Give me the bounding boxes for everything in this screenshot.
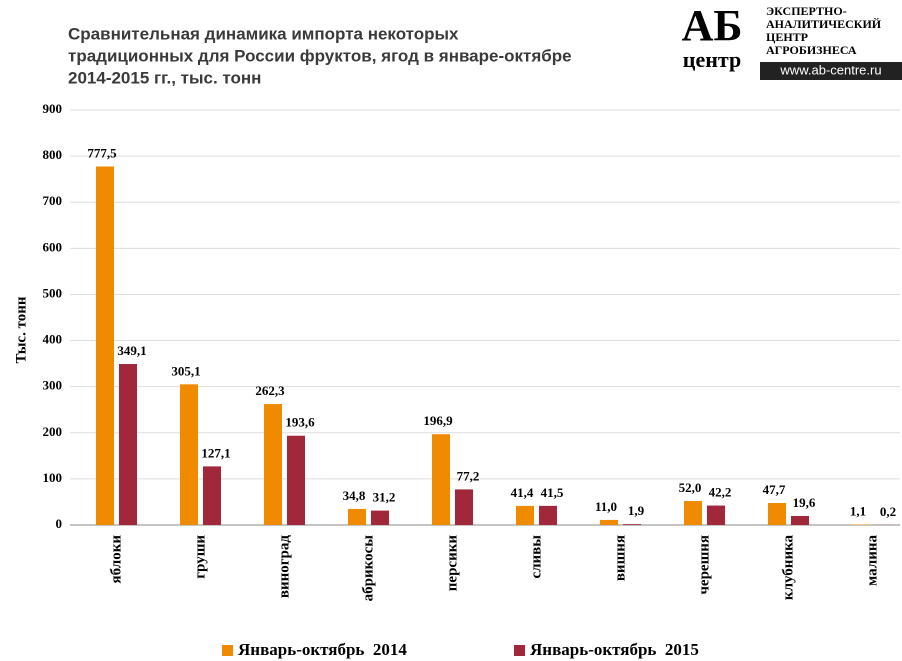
x-tick-label: вишня xyxy=(612,535,628,581)
x-tick-label: черешня xyxy=(696,535,712,595)
data-label: 1,1 xyxy=(850,503,866,518)
data-label: 77,2 xyxy=(457,468,480,483)
data-label: 47,7 xyxy=(763,482,786,497)
data-label: 11,0 xyxy=(595,499,617,514)
data-label: 42,2 xyxy=(709,485,732,500)
x-tick-label: персики xyxy=(444,535,460,592)
data-label: 305,1 xyxy=(171,363,200,378)
y-tick-label: 0 xyxy=(56,516,63,531)
data-label: 31,2 xyxy=(373,490,396,505)
data-label: 262,3 xyxy=(255,383,285,398)
bar xyxy=(707,505,725,525)
y-tick-label: 600 xyxy=(43,239,63,254)
bar xyxy=(287,435,305,525)
bar xyxy=(119,364,137,525)
legend-swatch xyxy=(222,645,233,656)
legend-label: Январь-октябрь 2015 xyxy=(530,640,699,659)
chart-title: Сравнительная динамика импорта некоторых xyxy=(68,24,459,43)
y-tick-label: 500 xyxy=(43,285,63,300)
data-label: 41,5 xyxy=(541,485,564,500)
legend-label: Январь-октябрь 2014 xyxy=(238,640,407,659)
logo-text: АГРОБИЗНЕСА xyxy=(766,43,857,57)
logo-bar xyxy=(760,62,902,80)
data-label: 0,2 xyxy=(880,504,896,519)
y-tick-label: 100 xyxy=(43,470,63,485)
x-tick-label: малина xyxy=(864,535,880,586)
logo-url: www.ab-centre.ru xyxy=(779,62,881,77)
bar xyxy=(600,519,618,525)
logo-mark-sub: центр xyxy=(683,47,741,72)
y-tick-label: 900 xyxy=(43,101,63,116)
bar xyxy=(768,503,786,525)
data-label: 127,1 xyxy=(201,445,230,460)
logo: АБ центр ЭКСПЕРТНО- АНАЛИТИЧЕСКИЙ ЦЕНТР … xyxy=(682,1,902,80)
bar xyxy=(684,501,702,525)
logo-text: ЦЕНТР xyxy=(766,30,808,44)
logo-text: ЭКСПЕРТНО- xyxy=(766,4,847,18)
y-tick-label: 700 xyxy=(43,193,63,208)
data-label: 52,0 xyxy=(679,480,702,495)
y-axis-label: Тыс. тонн xyxy=(13,296,29,363)
bar xyxy=(180,384,198,525)
bar xyxy=(348,508,366,525)
bar xyxy=(203,466,221,525)
chart-title: традиционных для России фруктов, ягод в … xyxy=(68,46,572,65)
bar xyxy=(455,489,473,525)
x-tick-label: яблоки xyxy=(108,535,124,584)
bar xyxy=(539,505,557,525)
bar xyxy=(96,166,114,525)
bar xyxy=(516,505,534,525)
bar xyxy=(432,434,450,525)
bar xyxy=(791,515,809,525)
y-tick-label: 800 xyxy=(43,147,63,162)
data-label: 1,9 xyxy=(628,503,645,518)
bar xyxy=(852,524,870,525)
data-label: 193,6 xyxy=(285,415,315,430)
data-label: 196,9 xyxy=(423,413,453,428)
y-tick-label: 300 xyxy=(43,378,63,393)
y-tick-label: 400 xyxy=(43,332,63,347)
logo-mark: АБ xyxy=(682,1,743,50)
bar xyxy=(264,404,282,525)
data-label: 41,4 xyxy=(511,485,534,500)
x-tick-label: виноград xyxy=(276,535,292,599)
bar xyxy=(371,510,389,525)
data-label: 19,6 xyxy=(793,495,816,510)
data-label: 34,8 xyxy=(343,488,366,503)
legend-swatch xyxy=(514,645,525,656)
x-tick-label: сливы xyxy=(528,535,544,579)
data-label: 349,1 xyxy=(117,343,146,358)
bar xyxy=(623,524,641,525)
x-tick-label: груши xyxy=(192,535,208,579)
data-label: 777,5 xyxy=(87,145,117,160)
chart-title: 2014-2015 гг., тыс. тонн xyxy=(68,68,261,87)
y-tick-label: 200 xyxy=(43,424,63,439)
x-tick-label: клубника xyxy=(780,535,796,601)
logo-text: АНАЛИТИЧЕСКИЙ xyxy=(766,17,882,31)
x-tick-label: абрикосы xyxy=(360,535,376,602)
